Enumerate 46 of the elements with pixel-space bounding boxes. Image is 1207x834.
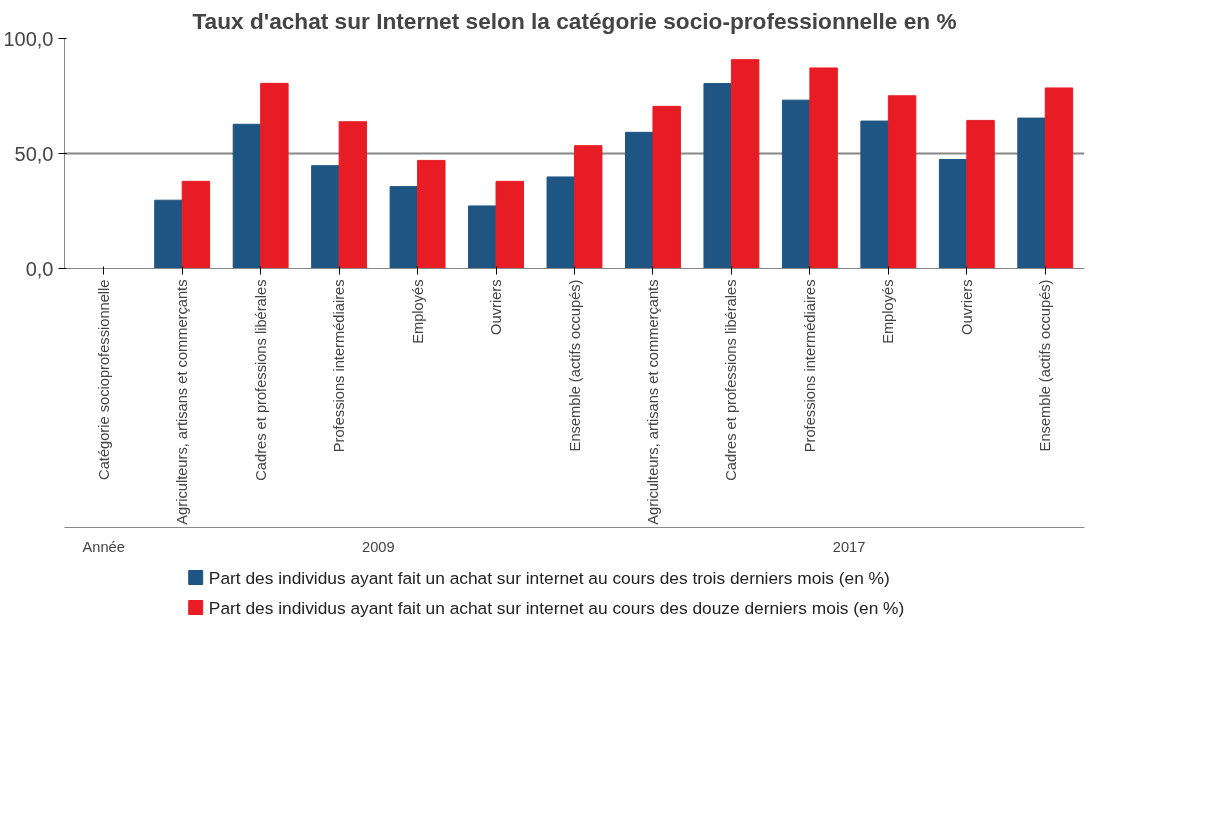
x-tick-label: Ouvriers bbox=[488, 279, 505, 335]
bar bbox=[781, 99, 811, 269]
bar bbox=[311, 165, 340, 269]
bar bbox=[860, 120, 889, 269]
x-tick-label: Professions intermédiaires bbox=[801, 279, 818, 453]
bar bbox=[468, 205, 497, 269]
y-tick-label: 100,0 bbox=[3, 27, 54, 50]
x-tick-label: Cadres et professions libérales bbox=[723, 279, 740, 481]
bar bbox=[260, 82, 289, 269]
bar bbox=[809, 67, 838, 269]
bar bbox=[938, 158, 968, 269]
bar bbox=[546, 176, 575, 269]
x-tick-label: Ouvriers bbox=[958, 279, 975, 335]
x-tick-label: Ensemble (actifs occupés) bbox=[1037, 279, 1054, 452]
bar bbox=[703, 83, 732, 269]
x-tick-label: Agriculteurs, artisans et commerçants bbox=[644, 279, 661, 525]
x-tick-label: Employés bbox=[880, 279, 897, 344]
bar bbox=[1044, 87, 1074, 269]
x-tick-label: Ensemble (actifs occupés) bbox=[566, 279, 583, 452]
legend-label: Part des individus ayant fait un achat sur internet au cours des trois derniers mois (en %) bbox=[208, 567, 890, 588]
bar bbox=[887, 95, 917, 269]
bar bbox=[181, 180, 211, 269]
bar bbox=[338, 121, 368, 269]
y-tick-label: 0,0 bbox=[25, 257, 54, 280]
bar bbox=[495, 180, 524, 269]
bar bbox=[966, 119, 995, 269]
chart-title: Taux d'achat sur Internet selon la catégorie socio-professionnelle en % bbox=[192, 7, 957, 34]
bar bbox=[652, 105, 681, 269]
text: Année bbox=[82, 538, 125, 555]
x-tick-label: Employés bbox=[409, 279, 426, 344]
legend-label: Part des individus ayant fait un achat sur internet au cours des douze derniers mois (en %) bbox=[208, 597, 905, 618]
bar bbox=[417, 159, 446, 269]
bar bbox=[154, 199, 183, 269]
text: 2009 bbox=[362, 538, 395, 555]
bar bbox=[574, 145, 603, 269]
x-tick-label: Cadres et professions libérales bbox=[252, 279, 269, 481]
bar bbox=[625, 131, 654, 269]
bar bbox=[730, 59, 760, 269]
x-tick-label: Catégorie socioprofessionnelle bbox=[95, 279, 112, 480]
bar bbox=[389, 186, 419, 269]
y-tick-label: 50,0 bbox=[14, 142, 54, 165]
text: 2017 bbox=[832, 538, 866, 555]
bar bbox=[1017, 117, 1046, 269]
x-tick-label: Agriculteurs, artisans et commerçants bbox=[174, 279, 191, 525]
x-tick-label: Professions intermédiaires bbox=[331, 279, 348, 453]
bar bbox=[232, 123, 262, 269]
